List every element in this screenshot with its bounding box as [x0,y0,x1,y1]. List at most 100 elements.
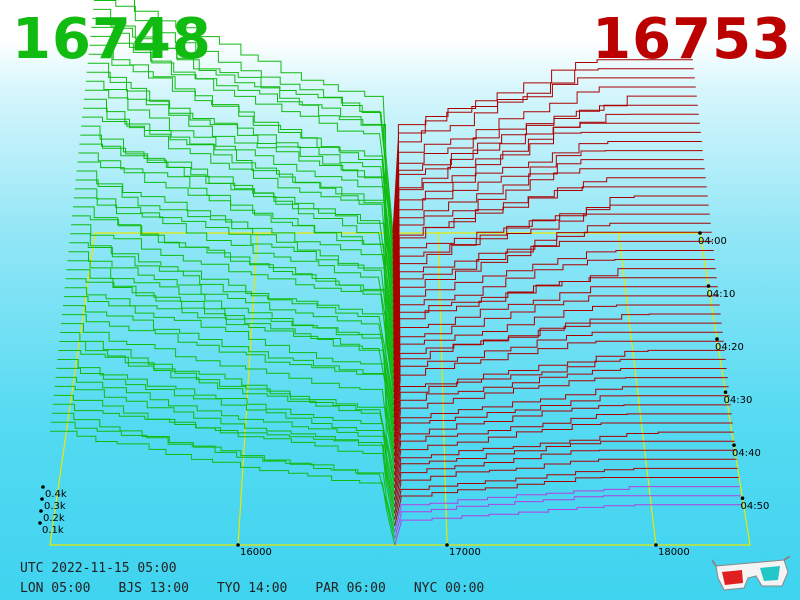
ask-depth-line [393,204,709,335]
time-tick-mark [740,496,745,501]
ask-depth-line [394,440,735,501]
ask-depth-line [393,231,712,355]
ask-depth-line [394,467,738,520]
ask-depth-line [393,404,731,476]
bid-depth-series [50,0,396,546]
ask-depth-line [393,268,716,380]
depth-chart: 16000 17000 18000 0.1k0.2k0.3k0.4k 04:00 04:1… [38,0,769,558]
time-tick-mark [715,337,719,341]
bid-depth-line [72,215,395,393]
bid-depth-line [83,107,394,316]
clock-bjs: BJS 13:00 [118,581,189,596]
ask-depth-line [393,277,717,386]
clock-par: PAR 06:00 [315,581,386,596]
ask-depth-line [394,504,742,546]
bid-depth-line [62,305,395,456]
ask-depth-line [393,422,733,488]
grid-price-line [618,232,657,546]
ask-depth-line [394,486,740,533]
bid-depth-line [52,403,396,527]
bid-depth-line [84,89,394,304]
time-tick-label: 04:20 [715,342,744,353]
bid-depth-line [50,430,396,546]
bid-depth-line [85,80,394,297]
bid-depth-line [91,26,394,259]
volume-tick-mark [40,497,44,501]
bid-depth-line [69,242,395,412]
bid-depth-line [67,260,395,425]
ask-depth-line [393,177,706,316]
price-tick-label: 16000 [240,547,272,558]
ask-depth-line [392,77,695,246]
ask-depth-line [393,349,725,437]
bid-depth-line [63,296,395,450]
volume-tick-mark [38,521,42,525]
bid-depth-line [61,314,395,463]
ask-depth-line [393,340,724,431]
bid-depth-line [53,394,396,520]
bid-depth-line [78,152,395,348]
time-tick-mark [706,284,711,288]
bid-depth-line [66,269,395,431]
ask-depth-line [392,150,703,297]
ask-depth-line [392,86,696,253]
bid-depth-line [64,287,395,444]
ask-depth-line [393,386,729,463]
ask-depth-line [392,168,705,310]
ask-depth-line [393,413,732,482]
clock-lon: LON 05:00 [20,581,91,596]
bid-depth-line [61,323,395,469]
bid-depth-line [84,98,394,310]
volume-tick-label: 0.3k [44,501,66,512]
clock-tyo: TYO 14:00 [216,581,288,596]
ask-depth-line [393,240,713,361]
bid-depth-line [65,278,395,437]
ask-depth-line [392,131,701,284]
ask-depth-line [394,477,739,527]
bid-depth-line [80,134,395,335]
chart-ticks: 16000 17000 18000 0.1k0.2k0.3k0.4k 04:00 04:1… [38,231,769,558]
ask-depth-line [393,213,710,342]
bid-depth-line [94,0,394,240]
time-tick-label: 04:10 [707,289,736,300]
bid-depth-line [75,179,395,367]
ask-depth-line [393,195,708,329]
price-tick-label: 17000 [449,547,481,558]
bid-depth-line [73,206,395,386]
bid-depth-line [73,197,395,380]
world-clocks: LON 05:00 BJS 13:00 TYO 14:00 PAR 06:00 … [20,581,512,596]
ask-depth-line [392,113,699,272]
ask-depth-line [393,222,711,348]
time-tick-mark [723,390,728,394]
ask-depth-line [393,250,714,367]
ask-depth-line [393,313,721,412]
time-tick-label: 04:00 [698,236,727,247]
bid-depth-line [88,53,394,278]
grid-floor [49,232,751,546]
bid-depth-line [93,8,394,246]
bid-depth-line [76,170,395,361]
bid-depth-line [54,385,396,514]
bid-depth-line [86,71,394,291]
ask-depth-line [393,377,728,456]
ask-depth-line [393,295,719,399]
ask-depth-line [393,331,723,425]
ask-price: 16753 [592,7,792,72]
volume-tick-label: 0.4k [45,489,67,500]
ask-depth-line [393,322,722,418]
bid-depth-line [74,188,395,374]
ask-depth-line [392,141,702,291]
ask-depth-line [393,286,718,393]
ask-depth-line [393,259,715,374]
bid-depth-line [56,367,395,501]
ask-depth-line [392,122,700,278]
bid-depth-line [55,376,396,507]
clock-nyc: NYC 00:00 [413,581,485,596]
bid-depth-line [71,224,395,399]
3d-glasses-icon[interactable] [712,556,792,592]
volume-tick-mark [41,485,45,489]
ask-depth-line [392,104,698,265]
ask-depth-line [394,431,734,495]
volume-tick-label: 0.2k [43,513,65,524]
volume-tick-label: 0.1k [42,525,64,536]
